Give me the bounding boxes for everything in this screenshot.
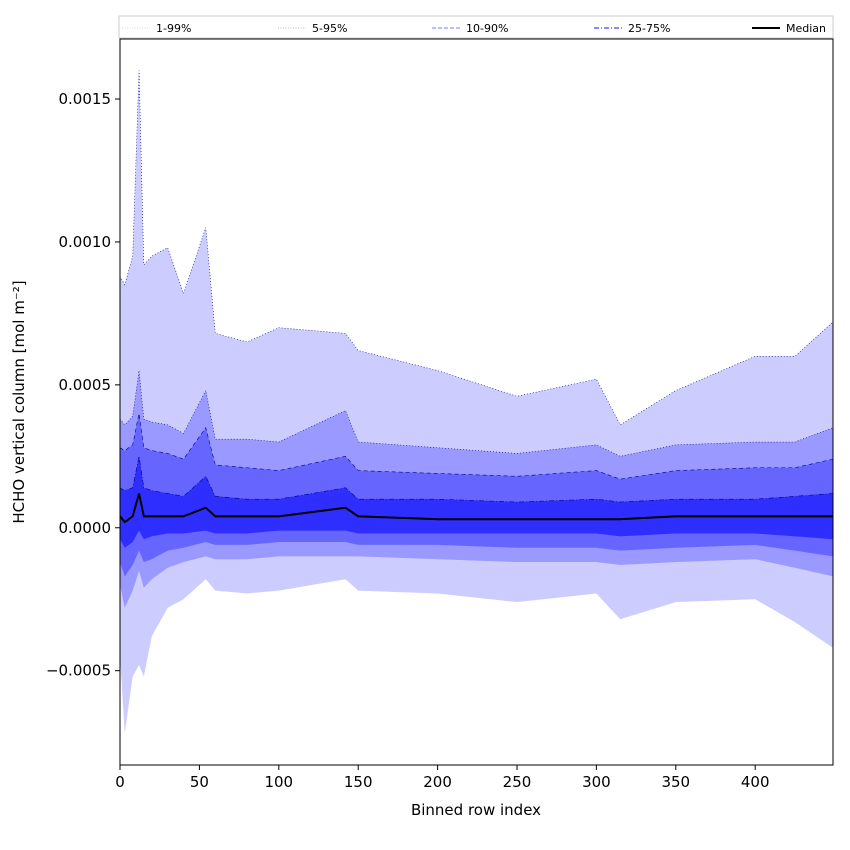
band-10-90-upper-line (119, 413, 834, 480)
band-10-90 (120, 413, 833, 577)
band-5-95-upper-line (119, 370, 834, 457)
band-25-75 (120, 456, 833, 548)
plot-area (119, 70, 834, 734)
y-axis-title: HCHO vertical column [mol m⁻²] (10, 280, 28, 523)
x-tick-label: 200 (423, 773, 452, 791)
x-tick-label: 250 (503, 773, 532, 791)
x-tick-label: 0 (115, 773, 125, 791)
x-tick-label: 100 (264, 773, 293, 791)
y-tick-label: −0.0005 (46, 662, 111, 680)
legend: 1-99% 5-95% 10-90% 25-75% Median (118, 15, 834, 39)
plot-frame (119, 38, 834, 766)
x-tick-label: 350 (661, 773, 690, 791)
legend-box (118, 15, 834, 39)
y-tick-label: 0.0000 (59, 519, 112, 537)
legend-label: 5-95% (312, 22, 347, 35)
median-line (119, 493, 833, 524)
x-axis-title: Binned row index (411, 801, 541, 819)
x-tick-label: 50 (190, 773, 209, 791)
x-tick-label: 300 (582, 773, 611, 791)
y-tick-label: 0.0005 (59, 376, 112, 394)
y-axis: −0.0005 0.0000 0.0005 0.0010 0.0015 (46, 90, 120, 680)
x-axis: 0 50 100 150 200 250 300 350 400 (115, 765, 770, 791)
legend-label: 10-90% (466, 22, 508, 35)
x-tick-label: 150 (344, 773, 373, 791)
x-tick-label: 400 (741, 773, 770, 791)
legend-label: 1-99% (156, 22, 191, 35)
legend-label: 25-75% (628, 22, 670, 35)
y-tick-label: 0.0010 (59, 233, 112, 251)
y-tick-label: 0.0015 (59, 90, 112, 108)
legend-label: Median (786, 22, 826, 35)
band-1-99 (120, 70, 833, 734)
band-25-75-upper-line (119, 456, 834, 503)
